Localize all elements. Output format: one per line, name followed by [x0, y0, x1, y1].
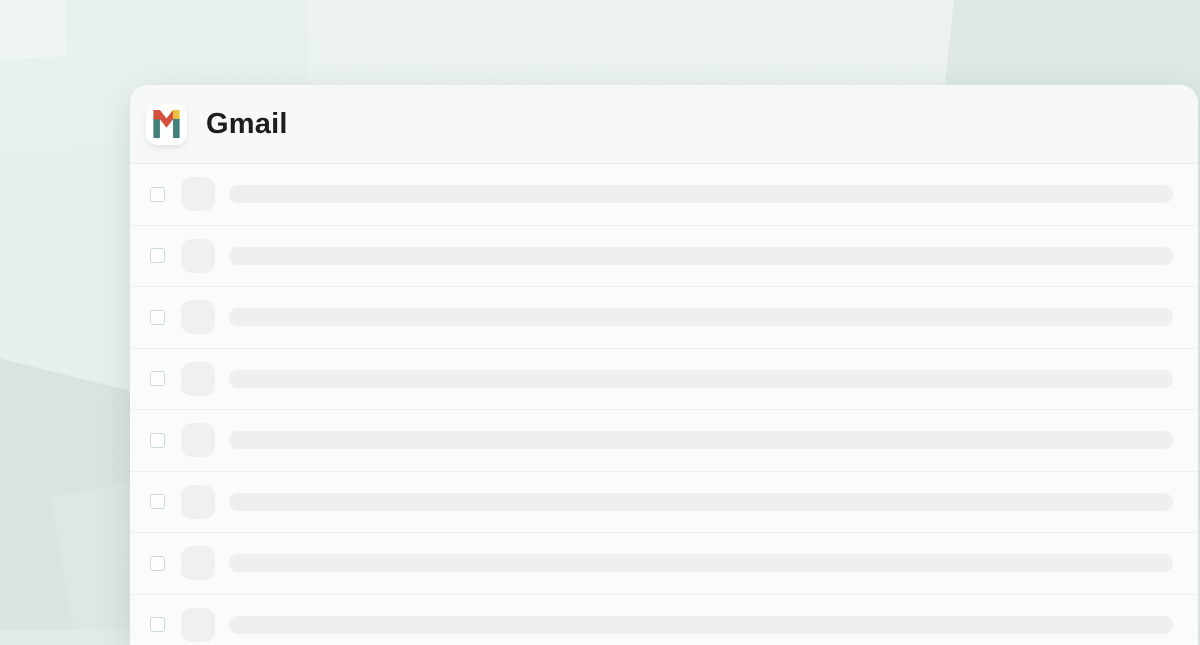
gmail-logo-badge [146, 104, 187, 145]
email-checkbox[interactable] [150, 248, 165, 263]
email-row[interactable] [130, 226, 1198, 288]
sender-avatar-placeholder [181, 362, 215, 396]
email-checkbox[interactable] [150, 433, 165, 448]
email-text-placeholder [229, 185, 1173, 203]
email-list [130, 164, 1198, 645]
email-checkbox[interactable] [150, 371, 165, 386]
email-text-placeholder [229, 616, 1173, 634]
email-row[interactable] [130, 349, 1198, 411]
email-checkbox[interactable] [150, 310, 165, 325]
sender-avatar-placeholder [181, 300, 215, 334]
email-text-placeholder [229, 247, 1173, 265]
sender-avatar-placeholder [181, 423, 215, 457]
email-row[interactable] [130, 164, 1198, 226]
email-checkbox[interactable] [150, 494, 165, 509]
sender-avatar-placeholder [181, 608, 215, 642]
email-checkbox[interactable] [150, 187, 165, 202]
page-title: Gmail [206, 110, 288, 139]
email-text-placeholder [229, 493, 1173, 511]
gmail-window: Gmail [130, 85, 1198, 645]
gmail-m-icon [153, 109, 180, 139]
email-text-placeholder [229, 308, 1173, 326]
email-checkbox[interactable] [150, 556, 165, 571]
email-text-placeholder [229, 431, 1173, 449]
card-header: Gmail [130, 85, 1198, 164]
email-row[interactable] [130, 533, 1198, 595]
sender-avatar-placeholder [181, 239, 215, 273]
email-checkbox[interactable] [150, 617, 165, 632]
sender-avatar-placeholder [181, 546, 215, 580]
email-row[interactable] [130, 472, 1198, 534]
email-row[interactable] [130, 595, 1198, 645]
sender-avatar-placeholder [181, 177, 215, 211]
email-text-placeholder [229, 554, 1173, 572]
sender-avatar-placeholder [181, 485, 215, 519]
email-row[interactable] [130, 287, 1198, 349]
email-text-placeholder [229, 370, 1173, 388]
email-row[interactable] [130, 410, 1198, 472]
